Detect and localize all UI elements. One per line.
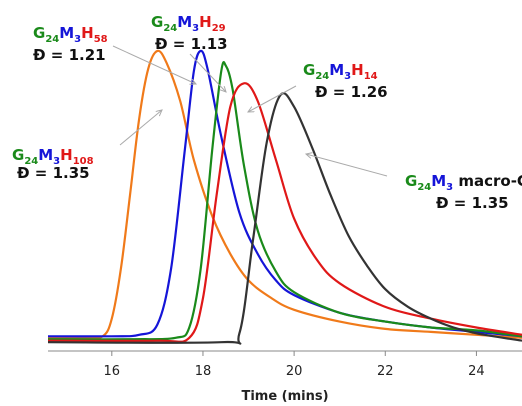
series-label-0: G24M3H108: [12, 146, 94, 167]
annotation-leaders: [112, 45, 388, 177]
series-dispersity-1: Đ = 1.21: [33, 46, 106, 64]
series-label-3: G24M3H14: [303, 61, 378, 82]
series-curve-4: [47, 92, 522, 345]
series-label-1: G24M3H58: [33, 24, 108, 45]
series-dispersity-4: Đ = 1.35: [436, 194, 509, 212]
leader-arrow-4: [306, 154, 388, 177]
x-tick-label-3: 22: [377, 364, 394, 379]
leader-arrow-3: [248, 85, 297, 112]
leader-arrow-1: [112, 45, 196, 84]
x-tick-label-1: 18: [195, 364, 212, 379]
series-curves: [47, 49, 522, 345]
series-dispersity-2: Đ = 1.13: [155, 35, 228, 53]
x-tick-label-4: 24: [468, 364, 485, 379]
series-curve-2: [47, 61, 522, 341]
series-curve-0: [47, 49, 522, 340]
leader-arrow-0: [119, 110, 162, 146]
series-dispersity-3: Đ = 1.26: [315, 83, 388, 101]
x-axis-title: Time (mins): [241, 389, 328, 404]
x-tick-label-0: 16: [104, 364, 121, 379]
series-label-4: G24M3 macro-CTA: [405, 172, 522, 193]
series-dispersity-0: Đ = 1.35: [17, 164, 90, 182]
x-tick-label-2: 20: [286, 364, 303, 379]
leader-arrow-2: [189, 53, 226, 92]
series-label-2: G24M3H29: [151, 13, 226, 34]
series-curve-3: [47, 82, 522, 343]
x-axis-ticks: 16 18 20 22 24: [104, 351, 485, 379]
